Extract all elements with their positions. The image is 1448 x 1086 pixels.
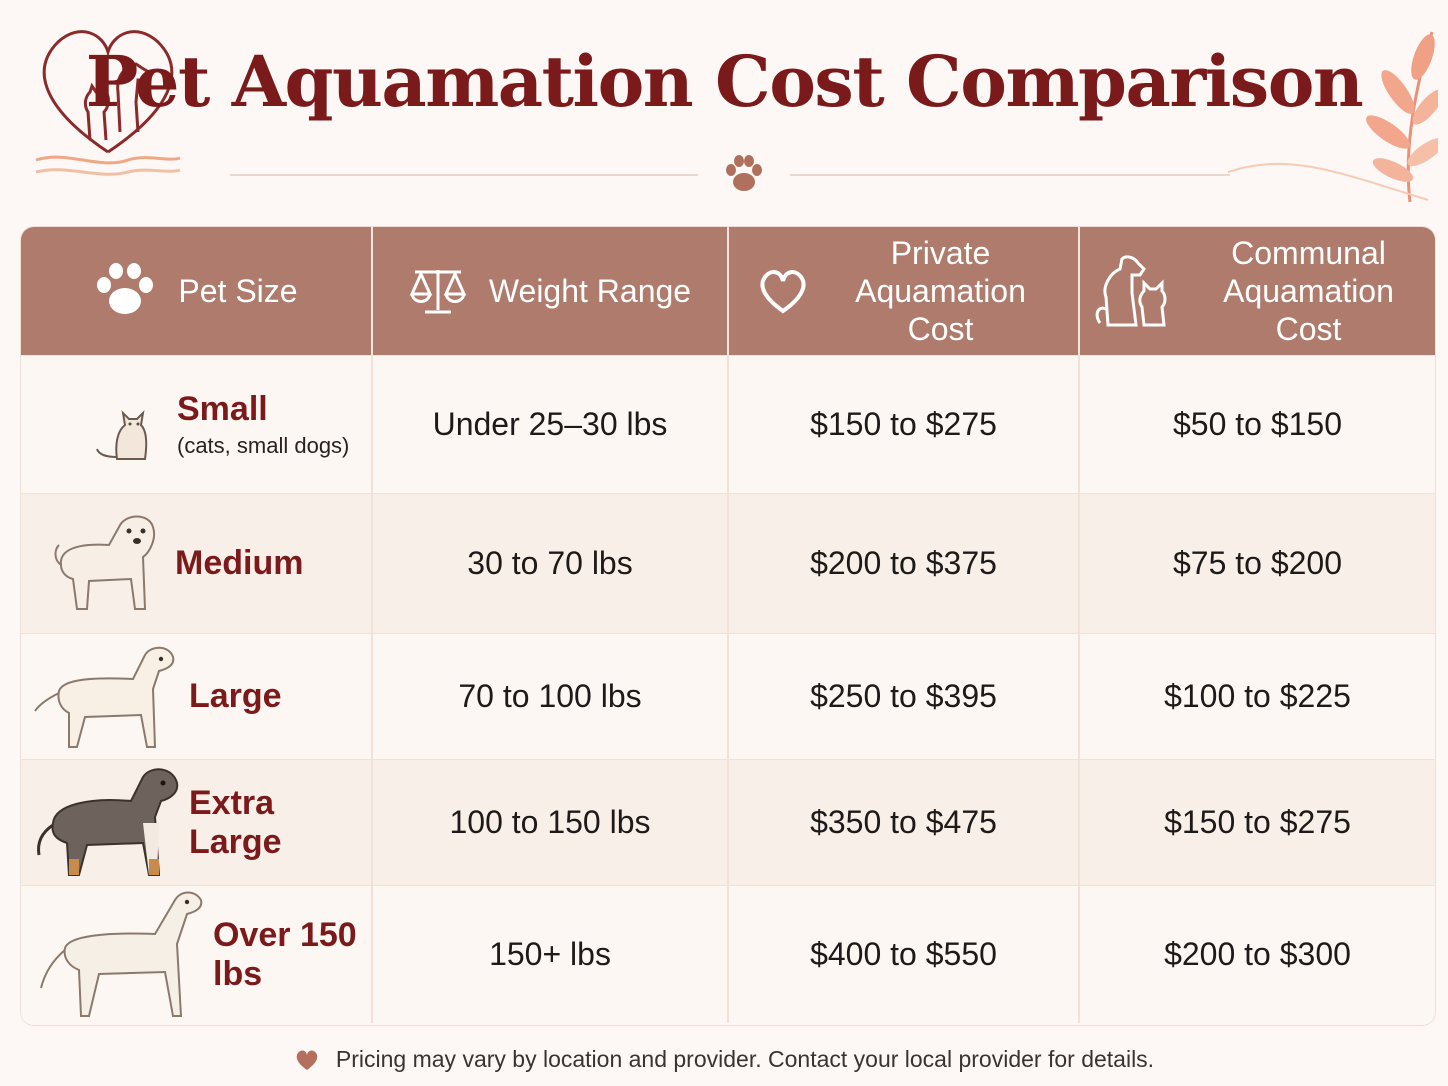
size-label: Medium bbox=[175, 544, 304, 582]
size-cell: Small (cats, small dogs) bbox=[21, 356, 373, 493]
footer-text: Pricing may vary by location and provide… bbox=[335, 1046, 1155, 1072]
header-pet-size-label: Pet Size bbox=[178, 273, 298, 309]
header-private-cost-label: Private Aquamation Cost bbox=[855, 235, 1026, 347]
labrador-dog-icon bbox=[34, 646, 175, 748]
size-label: Small bbox=[177, 390, 268, 428]
header-communal-cost: Communal Aquamation Cost bbox=[1080, 227, 1435, 355]
private-cost-cell: $250 to $395 bbox=[729, 634, 1080, 759]
size-label: Large bbox=[189, 677, 282, 715]
size-cell: Medium bbox=[21, 494, 373, 633]
scale-icon bbox=[409, 270, 467, 314]
private-cost-cell: $150 to $275 bbox=[729, 356, 1080, 493]
table-header: Pet Size Weight Range Private Aquamation… bbox=[21, 227, 1435, 355]
paw-icon bbox=[726, 155, 762, 191]
title-divider-left bbox=[230, 174, 698, 176]
bernese-dog-icon bbox=[37, 767, 179, 876]
table-row: Medium 30 to 70 lbs $200 to $375 $75 to … bbox=[21, 493, 1435, 633]
size-label: Over 150 lbs bbox=[213, 915, 357, 993]
header-pet-size: Pet Size bbox=[21, 227, 373, 355]
header-weight-range-label: Weight Range bbox=[488, 273, 692, 309]
communal-cost-cell: $50 to $150 bbox=[1172, 406, 1343, 442]
private-cost-cell: $200 to $375 bbox=[729, 494, 1080, 633]
heart-icon bbox=[296, 1050, 318, 1070]
header-private-cost: Private Aquamation Cost bbox=[729, 227, 1080, 355]
header-weight-range: Weight Range bbox=[373, 227, 729, 355]
size-sublabel: (cats, small dogs) bbox=[177, 433, 350, 458]
communal-cost-cell: $150 to $275 bbox=[1164, 804, 1351, 840]
size-cell: Extra Large bbox=[21, 760, 373, 885]
communal-cost-cell: $100 to $225 bbox=[1164, 678, 1351, 714]
table-row: Extra Large 100 to 150 lbs $350 to $475 … bbox=[21, 759, 1435, 885]
size-label: Extra Large bbox=[189, 783, 282, 861]
great-dane-dog-icon bbox=[40, 891, 203, 1017]
weight-cell: 30 to 70 lbs bbox=[373, 494, 729, 633]
size-cell: Large bbox=[21, 634, 373, 759]
size-cell: Over 150 lbs bbox=[21, 886, 373, 1023]
table-row: Small (cats, small dogs) Under 25–30 lbs… bbox=[21, 355, 1435, 493]
weight-cell: 100 to 150 lbs bbox=[373, 760, 729, 885]
cost-comparison-table: Pet Size Weight Range Private Aquamation… bbox=[20, 226, 1436, 1026]
table-row: Over 150 lbs 150+ lbs $400 to $550 $200 … bbox=[21, 885, 1435, 1023]
page-title: Pet Aquamation Cost Comparison bbox=[85, 40, 1364, 123]
footer-note: Pricing may vary by location and provide… bbox=[0, 1046, 1448, 1073]
header-communal-cost-label: Communal Aquamation Cost bbox=[1223, 235, 1394, 347]
pet-heart-logo-icon bbox=[35, 30, 181, 176]
communal-cost-cell: $200 to $300 bbox=[1164, 936, 1351, 972]
dog-and-cat-icon bbox=[1095, 255, 1166, 327]
weight-cell: Under 25–30 lbs bbox=[373, 356, 729, 493]
weight-cell: 70 to 100 lbs bbox=[373, 634, 729, 759]
table-row: Large 70 to 100 lbs $250 to $395 $100 to… bbox=[21, 633, 1435, 759]
title-divider-right bbox=[790, 174, 1230, 176]
communal-cost-cell: $75 to $200 bbox=[1172, 545, 1343, 581]
weight-cell: 150+ lbs bbox=[373, 886, 729, 1023]
cat-icon bbox=[96, 409, 148, 460]
terrier-dog-icon bbox=[54, 515, 155, 610]
heart-icon bbox=[759, 270, 806, 314]
size-text: Small (cats, small dogs) bbox=[177, 390, 349, 459]
paw-icon bbox=[97, 263, 154, 314]
private-cost-cell: $400 to $550 bbox=[729, 886, 1080, 1023]
private-cost-cell: $350 to $475 bbox=[729, 760, 1080, 885]
leaf-branch-icon bbox=[1228, 31, 1438, 203]
